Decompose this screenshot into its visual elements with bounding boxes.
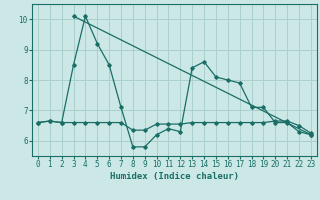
X-axis label: Humidex (Indice chaleur): Humidex (Indice chaleur) (110, 172, 239, 181)
